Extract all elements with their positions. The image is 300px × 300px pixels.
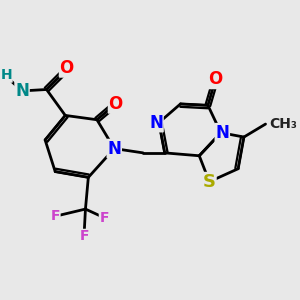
Text: H: H: [0, 68, 12, 82]
Text: F: F: [79, 230, 89, 243]
Text: N: N: [215, 124, 229, 142]
Text: N: N: [149, 114, 163, 132]
Text: N: N: [107, 140, 121, 158]
Text: O: O: [208, 70, 222, 88]
Text: F: F: [50, 209, 60, 223]
Text: F: F: [99, 211, 109, 225]
Text: S: S: [203, 173, 216, 191]
Text: CH₃: CH₃: [269, 117, 297, 131]
Text: O: O: [109, 95, 123, 113]
Text: N: N: [15, 82, 29, 100]
Text: O: O: [60, 59, 74, 77]
